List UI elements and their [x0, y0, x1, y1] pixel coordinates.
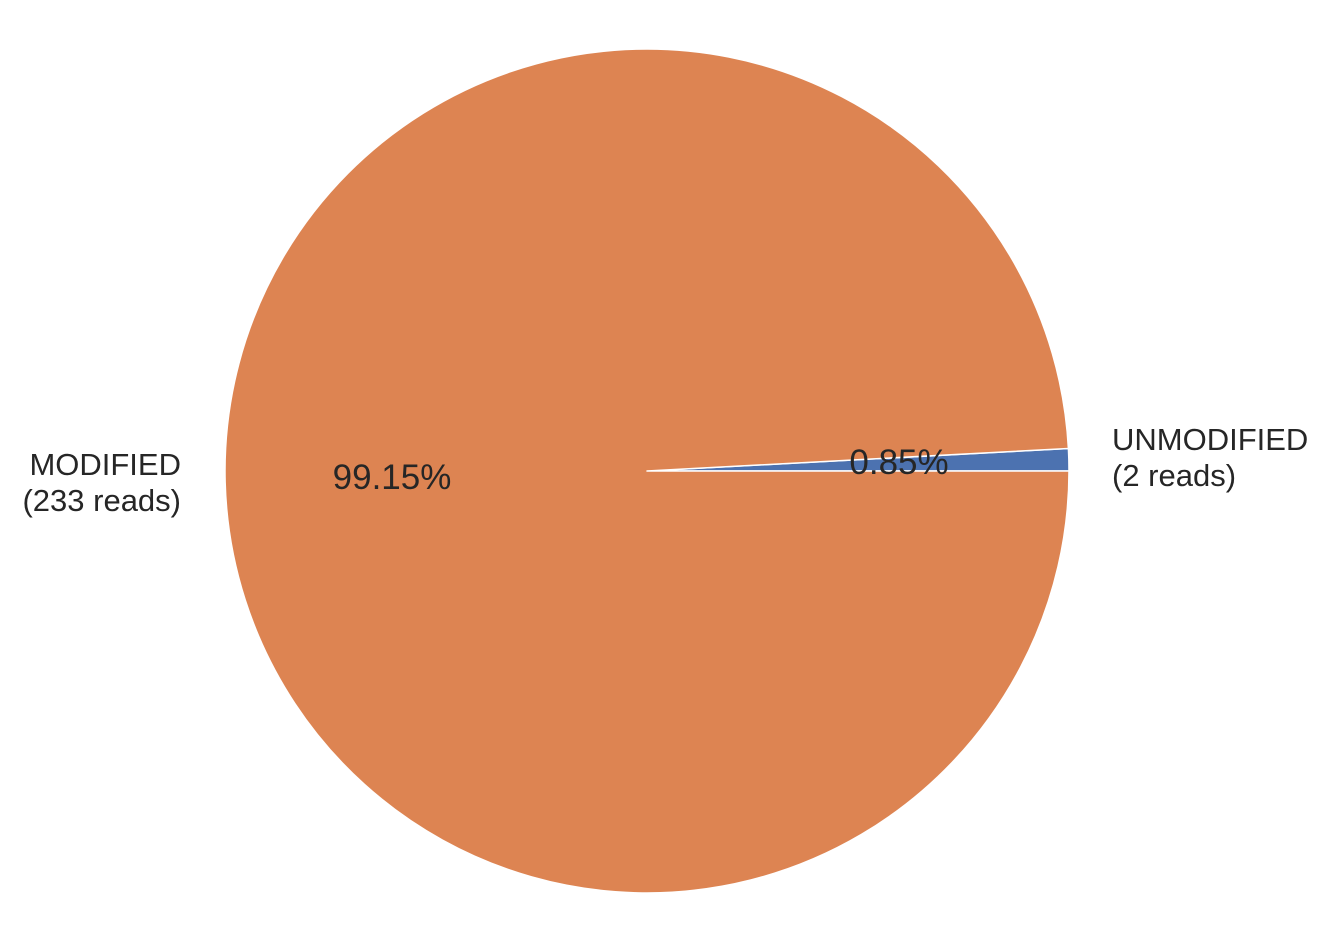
slice-label-modified: MODIFIED (233 reads) — [22, 447, 181, 518]
pie-wedges — [224, 48, 1070, 894]
slice-label-modified-line1: MODIFIED — [29, 447, 181, 482]
slice-label-unmodified-line1: UNMODIFIED — [1112, 422, 1308, 457]
slice-label-unmodified-line2: (2 reads) — [1112, 458, 1236, 493]
percent-label-unmodified: 0.85% — [849, 443, 948, 482]
slice-label-modified-line2: (233 reads) — [22, 483, 181, 518]
slice-label-unmodified: UNMODIFIED (2 reads) — [1112, 422, 1308, 493]
percent-label-modified: 99.15% — [333, 458, 452, 497]
pie-slice-modified — [224, 48, 1070, 894]
